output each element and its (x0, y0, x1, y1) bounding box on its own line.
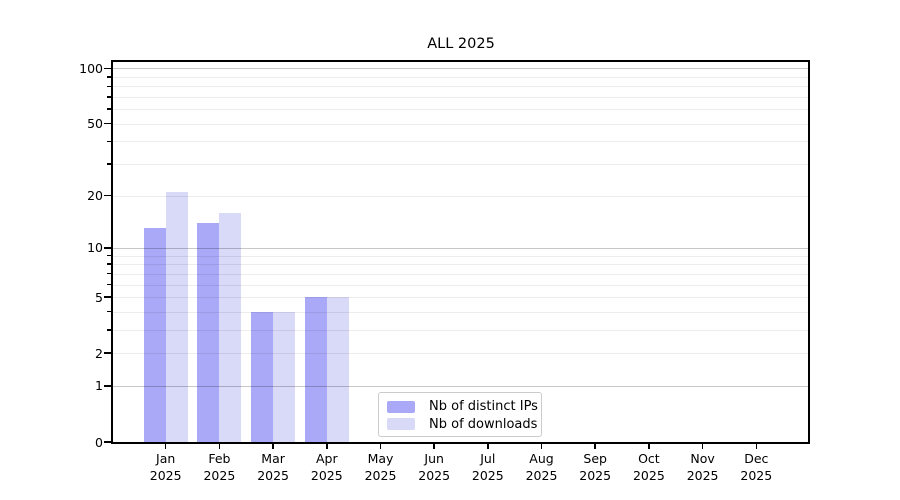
legend-item: Nb of downloads (387, 416, 538, 434)
bar-mar-distinct-ips (251, 311, 274, 442)
x-axis-tick (218, 444, 221, 449)
bar-apr-downloads (326, 297, 349, 442)
x-axis-tick (379, 444, 382, 449)
legend-swatch-distinct-ips (387, 400, 415, 413)
y-axis-tick-label: 50 (87, 116, 103, 132)
legend: Nb of distinct IPs Nb of downloads (378, 392, 542, 437)
x-axis-tick (594, 444, 596, 449)
y-axis-tick (104, 385, 111, 387)
x-axis-tick-label: Feb 2025 (203, 451, 236, 483)
x-axis-tick-label: Jul 2025 (471, 451, 504, 483)
y-axis-tick-label: 10 (87, 240, 103, 256)
x-axis-tick-label: May 2025 (364, 451, 397, 483)
y-axis-minor-tick (107, 310, 111, 313)
y-axis-tick-label: 2 (95, 345, 103, 361)
gridline-minor (113, 164, 808, 165)
bar-apr-distinct-ips (304, 297, 327, 442)
y-axis-minor-tick (107, 283, 111, 286)
x-axis-tick-label: Aug 2025 (525, 451, 558, 483)
gridline-minor (113, 141, 808, 143)
legend-item: Nb of distinct IPs (387, 398, 538, 416)
bar-jan-distinct-ips (143, 228, 166, 442)
y-axis-minor-tick (107, 140, 111, 143)
y-axis-tick (104, 67, 111, 70)
x-axis-tick (164, 444, 167, 449)
y-axis-minor-tick (107, 329, 111, 331)
x-axis-tick-label: Mar 2025 (257, 451, 289, 483)
gridline-minor (113, 195, 808, 197)
gridline-minor (113, 123, 808, 125)
y-axis-minor-tick (107, 163, 111, 165)
x-axis-tick (701, 444, 704, 449)
gridline-minor (113, 109, 808, 111)
x-axis-tick-label: Dec 2025 (740, 451, 773, 483)
y-axis-tick-label: 5 (95, 289, 103, 305)
x-axis-tick-label: Jan 2025 (149, 451, 182, 483)
y-axis-tick (104, 194, 111, 197)
y-axis-tick-label: 0 (95, 434, 103, 450)
gridline-major (113, 68, 808, 70)
x-axis-tick (433, 444, 435, 449)
y-axis-tick-label: 1 (95, 378, 103, 394)
x-axis-tick (755, 444, 758, 449)
y-axis-tick (104, 441, 111, 443)
y-axis-minor-tick (107, 263, 111, 265)
legend-label: Nb of downloads (429, 416, 538, 432)
bar-mar-downloads (273, 311, 296, 442)
x-axis-tick-label: Apr 2025 (310, 451, 343, 483)
gridline-minor (113, 96, 808, 98)
bar-jan-downloads (165, 191, 188, 442)
x-axis-tick (540, 444, 543, 449)
gridline-minor (113, 76, 808, 78)
x-axis-tick (487, 444, 489, 449)
x-axis-tick-label: Oct 2025 (632, 451, 665, 483)
y-axis-minor-tick (107, 96, 111, 98)
y-axis-minor-tick (107, 108, 111, 110)
legend-label: Nb of distinct IPs (429, 399, 538, 415)
y-axis-tick (104, 247, 111, 249)
gridline-minor (113, 86, 808, 88)
bar-feb-downloads (219, 212, 242, 442)
plot-area (111, 60, 810, 444)
y-axis-tick (104, 296, 111, 298)
x-axis-tick-label: Sep 2025 (579, 451, 612, 483)
y-axis-minor-tick (107, 254, 111, 257)
y-axis-tick (104, 122, 111, 125)
y-axis-minor-tick (107, 272, 111, 275)
y-axis-minor-tick (107, 76, 111, 78)
y-axis-tick (104, 352, 111, 354)
y-axis-tick-label: 20 (87, 188, 103, 203)
x-axis-tick (648, 444, 650, 449)
y-axis-tick-label: 100 (79, 60, 103, 76)
chart-title: ALL 2025 (427, 36, 495, 52)
x-axis-tick (272, 444, 274, 449)
legend-swatch-downloads (387, 418, 415, 431)
bar-feb-distinct-ips (197, 222, 220, 442)
x-axis-tick-label: Nov 2025 (686, 451, 719, 483)
y-axis-minor-tick (107, 85, 111, 88)
x-axis-tick-label: Jun 2025 (418, 451, 451, 483)
x-axis-tick (326, 444, 328, 449)
